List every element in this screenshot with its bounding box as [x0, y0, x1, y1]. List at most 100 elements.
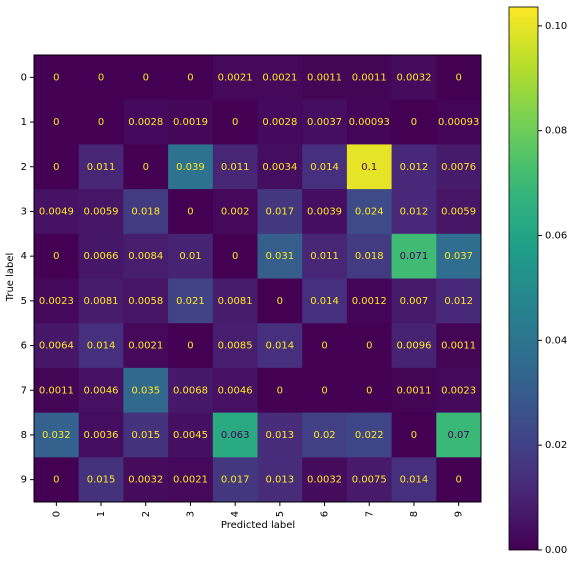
x-tick-label: 9 — [454, 511, 465, 517]
cell-label: 0.014 — [87, 341, 116, 352]
cell — [34, 367, 80, 414]
cell-label: 0 — [53, 117, 59, 128]
cell — [78, 323, 124, 369]
cell-label: 0.0023 — [39, 296, 74, 307]
cell — [436, 233, 482, 279]
cell — [302, 412, 348, 458]
cell — [212, 412, 258, 458]
cell-label: 0.0028 — [262, 117, 297, 128]
cell-label: 0.021 — [176, 296, 205, 307]
cell-label: 0 — [143, 72, 149, 83]
cell-label: 0.0011 — [441, 341, 476, 352]
cell — [302, 233, 348, 279]
cell-label: 0.039 — [176, 162, 205, 173]
y-tick-label: 4 — [21, 251, 27, 262]
cell — [34, 144, 80, 190]
cell — [212, 323, 258, 369]
cell — [257, 99, 303, 145]
cell-label: 0.071 — [400, 251, 429, 262]
cell — [34, 278, 80, 324]
cell — [78, 144, 124, 190]
cell-label: 0 — [232, 117, 238, 128]
cell — [436, 367, 482, 414]
y-axis-label: True label — [5, 253, 16, 303]
cell-label: 0.0046 — [218, 385, 253, 396]
x-tick-label: 6 — [320, 511, 331, 517]
cell-label: 0.0076 — [441, 162, 476, 173]
cell — [212, 144, 258, 190]
cell-label: 0.0058 — [128, 296, 163, 307]
cell — [123, 323, 169, 369]
cell — [346, 144, 393, 190]
cell — [302, 189, 348, 235]
cell-label: 0.0032 — [307, 475, 342, 486]
cell-label: 0.015 — [131, 430, 160, 441]
cell — [391, 323, 437, 369]
cell — [123, 189, 169, 235]
cell — [257, 323, 303, 369]
cell-label: 0.0011 — [307, 72, 342, 83]
cell-label: 0 — [187, 206, 193, 217]
cell — [391, 55, 437, 101]
cell — [346, 457, 393, 503]
cell-label: 0.1 — [361, 162, 377, 173]
cell-label: 0.0021 — [218, 72, 253, 83]
cell-label: 0.0012 — [352, 296, 387, 307]
cell — [302, 367, 348, 414]
cell-label: 0 — [277, 385, 283, 396]
cell-label: 0.00093 — [349, 117, 390, 128]
cell — [123, 99, 169, 145]
cell-label: 0.0059 — [441, 206, 476, 217]
cell — [34, 99, 80, 145]
cell-label: 0.011 — [310, 251, 339, 262]
cell-label: 0.0011 — [396, 385, 431, 396]
cell-label: 0.0019 — [173, 117, 208, 128]
cell — [212, 189, 258, 235]
cell-label: 0.0096 — [396, 341, 431, 352]
cell — [34, 412, 80, 458]
cell — [436, 144, 482, 190]
cell-label: 0.035 — [131, 385, 160, 396]
cell-label: 0.011 — [221, 162, 250, 173]
cell — [123, 457, 169, 503]
cell-label: 0.017 — [221, 475, 250, 486]
cell — [391, 367, 437, 414]
cell — [436, 412, 482, 458]
cell-label: 0.002 — [221, 206, 250, 217]
cell — [391, 144, 437, 190]
cell — [34, 233, 80, 279]
cell-label: 0.01 — [179, 251, 201, 262]
cell-label: 0.011 — [87, 162, 116, 173]
cell — [346, 55, 393, 101]
cell — [168, 412, 214, 458]
cell — [302, 55, 348, 101]
cell-label: 0.0032 — [128, 475, 163, 486]
x-tick-label: 8 — [409, 511, 420, 517]
x-tick-label: 3 — [185, 511, 196, 517]
cell — [346, 99, 393, 145]
cell-label: 0.013 — [266, 430, 295, 441]
y-tick-label: 0 — [21, 72, 27, 83]
cell-label: 0.0023 — [441, 385, 476, 396]
cell-label: 0 — [366, 385, 372, 396]
cell — [123, 144, 169, 190]
cell — [168, 99, 214, 145]
cell — [257, 144, 303, 190]
cell-label: 0.0046 — [84, 385, 119, 396]
cell-label: 0.022 — [355, 430, 384, 441]
colorbar-tick-label: 0.08 — [545, 126, 567, 137]
cell — [78, 233, 124, 279]
y-tick-label: 9 — [21, 475, 27, 486]
cell-label: 0 — [455, 72, 461, 83]
cell-label: 0.017 — [266, 206, 295, 217]
cell-label: 0.0081 — [84, 296, 119, 307]
y-tick-label: 8 — [21, 430, 27, 441]
y-tick-label: 5 — [21, 296, 27, 307]
cell-label: 0 — [321, 341, 327, 352]
cell — [391, 457, 437, 503]
cell-label: 0 — [455, 475, 461, 486]
cell — [257, 457, 303, 503]
x-tick-label: 4 — [230, 511, 241, 517]
cell-label: 0.0084 — [128, 251, 163, 262]
cell-label: 0.0028 — [128, 117, 163, 128]
